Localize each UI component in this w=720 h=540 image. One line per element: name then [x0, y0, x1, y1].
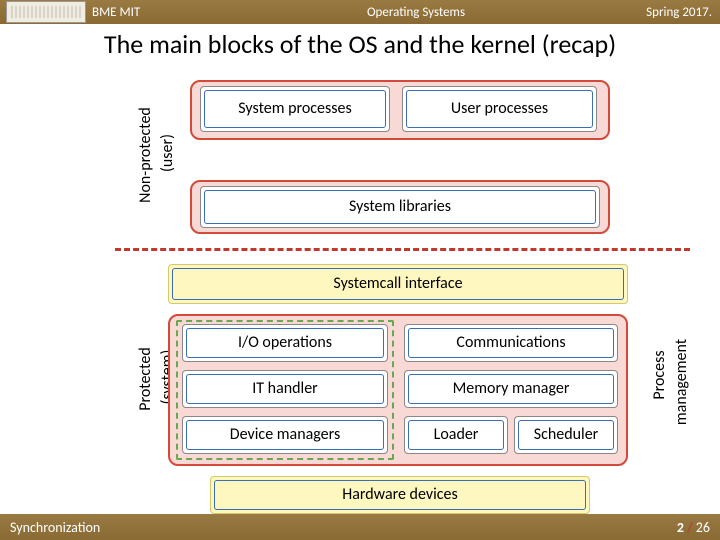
- top-bar: BME MIT Operating Systems Spring 2017.: [0, 0, 720, 24]
- header-left: BME MIT: [92, 5, 212, 20]
- node-hardware-devices: Hardware devices: [210, 476, 590, 514]
- node-scheduler: Scheduler: [514, 416, 618, 454]
- label-protected: Protected: [136, 314, 155, 444]
- node-loader: Loader: [404, 416, 508, 454]
- node-syscall-interface: Systemcall interface: [168, 264, 628, 304]
- node-system-libraries: System libraries: [200, 186, 600, 228]
- header-center: Operating Systems: [212, 5, 620, 20]
- logo-icon: [6, 1, 86, 23]
- diagram-stage: Non-protected (user) Protected (system) …: [0, 62, 720, 522]
- page-title: The main blocks of the OS and the kernel…: [0, 24, 720, 62]
- label-nonprotected-sub: (user): [158, 98, 177, 208]
- page-sep: /: [687, 519, 692, 536]
- page-indicator: 2 / 26: [677, 519, 710, 536]
- footer-left: Synchronization: [10, 519, 100, 536]
- label-management: management: [672, 302, 691, 462]
- divider-dashed: [115, 248, 690, 251]
- node-memory-manager: Memory manager: [404, 370, 618, 408]
- page-total: 26: [696, 519, 710, 536]
- label-process: Process: [650, 310, 669, 440]
- node-device-managers: Device managers: [182, 416, 388, 454]
- page-current: 2: [677, 519, 684, 536]
- node-system-processes: System processes: [200, 86, 390, 132]
- header-right: Spring 2017.: [620, 5, 720, 20]
- footer-bar: Synchronization 2 / 26: [0, 514, 720, 540]
- label-nonprotected: Non-protected: [136, 80, 155, 230]
- node-communications: Communications: [404, 324, 618, 362]
- node-user-processes: User processes: [402, 86, 597, 132]
- node-io-operations: I/O operations: [182, 324, 388, 362]
- node-it-handler: IT handler: [182, 370, 388, 408]
